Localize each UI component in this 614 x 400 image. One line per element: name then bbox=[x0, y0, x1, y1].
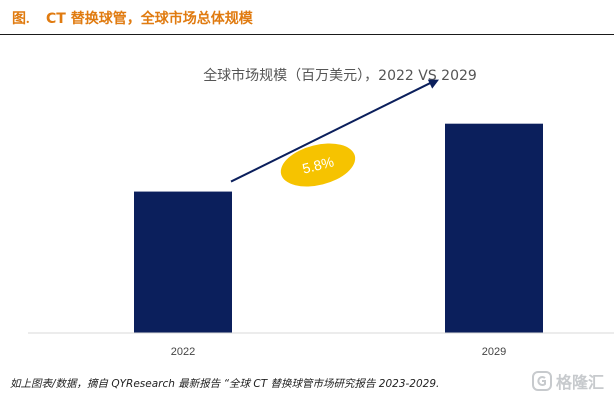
figure-label: 图. bbox=[12, 12, 30, 27]
x-tick-label: 2029 bbox=[482, 346, 506, 358]
chart-title: 全球市场规模（百万美元），2022 VS 2029 bbox=[203, 67, 477, 84]
watermark-text: 格隆汇 bbox=[555, 373, 604, 392]
source-footnote: 如上图表/数据，摘自 QYResearch 最新报告 “全球 CT 替换球管市场… bbox=[10, 378, 440, 390]
bar-2022 bbox=[134, 191, 232, 333]
watermark: 格隆汇 bbox=[531, 368, 604, 394]
bar-chart: 全球市场规模（百万美元），2022 VS 2029 2022 2029 5.8% bbox=[28, 67, 614, 358]
figure-header: 图. CT 替换球管，全球市场总体规模 bbox=[0, 0, 614, 35]
logo-icon bbox=[531, 371, 552, 391]
growth-arrow-head bbox=[427, 79, 439, 89]
x-tick-label: 2022 bbox=[171, 346, 195, 358]
chart-area: 全球市场规模（百万美元），2022 VS 2029 2022 2029 5.8% bbox=[0, 36, 614, 366]
bar-2029 bbox=[445, 123, 543, 333]
figure-title: CT 替换球管，全球市场总体规模 bbox=[46, 11, 253, 27]
growth-rate-badge bbox=[280, 143, 356, 187]
growth-arrow-line bbox=[230, 80, 434, 183]
growth-rate-label: 5.8% bbox=[301, 153, 336, 176]
